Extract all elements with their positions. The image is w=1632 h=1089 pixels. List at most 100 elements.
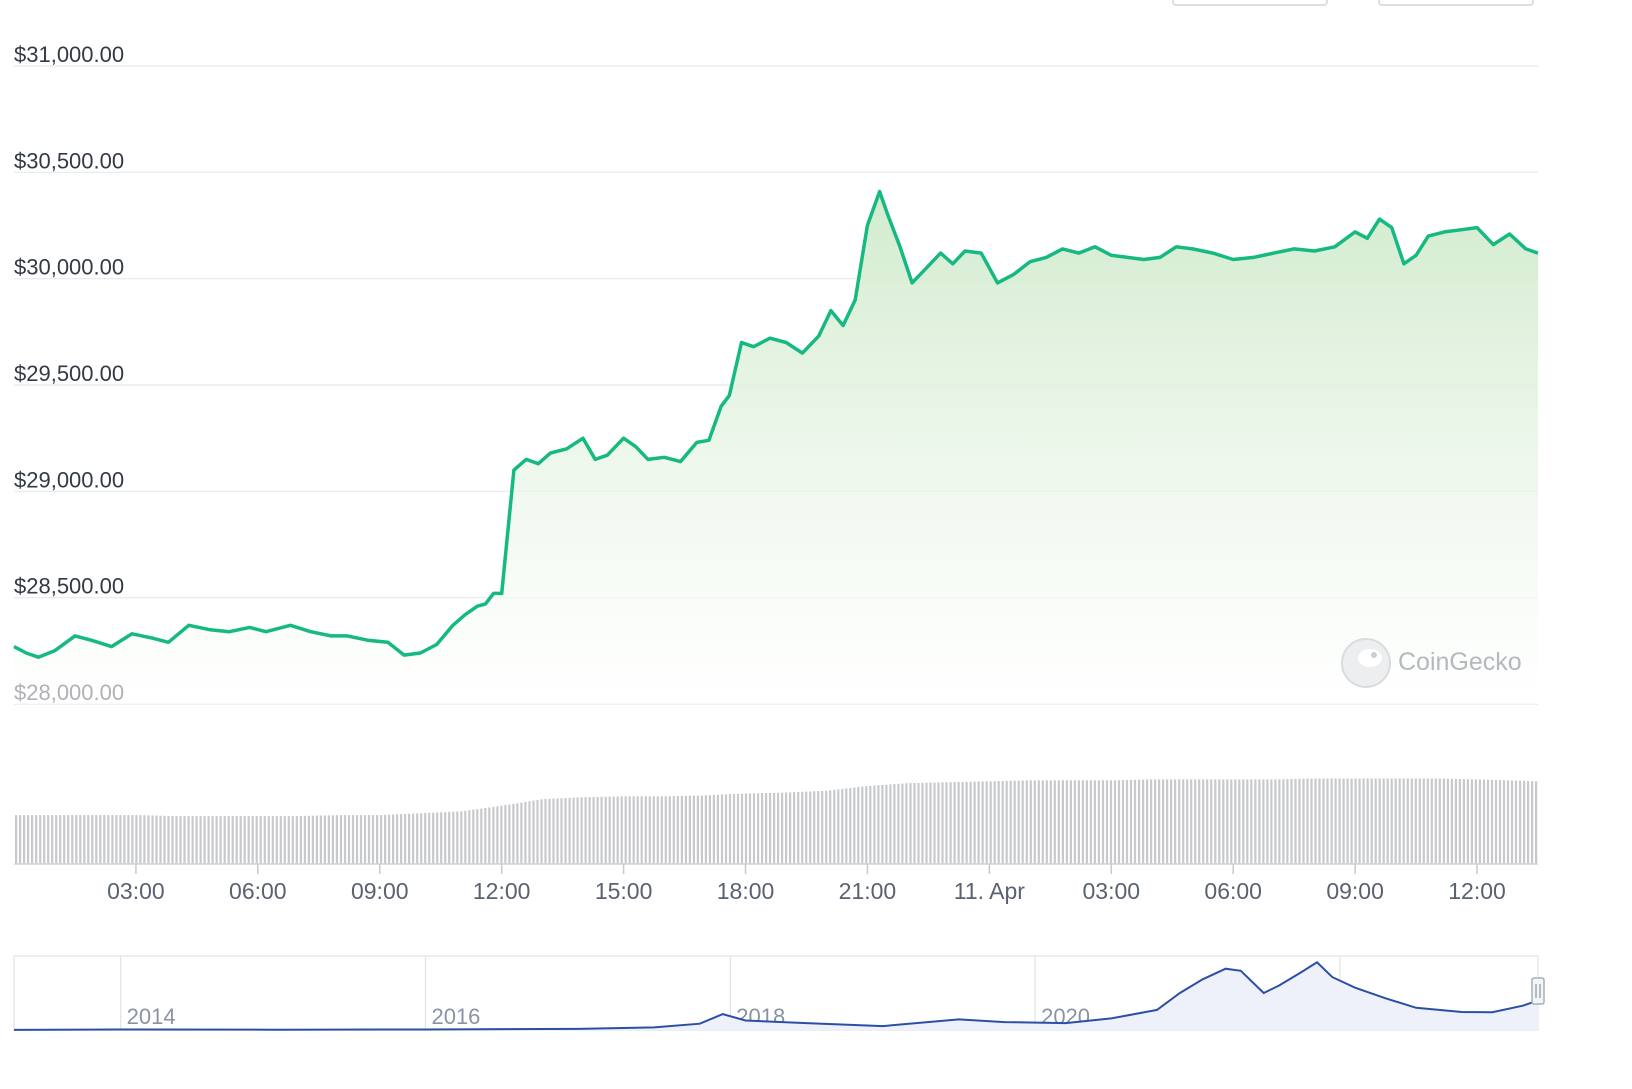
volume-bar (865, 786, 868, 864)
volume-bar (568, 797, 571, 864)
volume-bar (1414, 778, 1417, 864)
volume-bar (1001, 781, 1004, 864)
volume-bar (47, 815, 50, 864)
volume-bar (1146, 779, 1149, 864)
volume-bar (1370, 778, 1373, 864)
x-tick-label: 09:00 (351, 878, 409, 904)
volume-bar (291, 816, 294, 864)
volume-bar (797, 792, 800, 864)
x-tick-label: 15:00 (595, 878, 653, 904)
volume-bar (945, 782, 948, 864)
volume-bar (79, 815, 82, 864)
volume-bar (1470, 779, 1473, 864)
volume-bar (833, 789, 836, 864)
volume-bar (1362, 778, 1365, 864)
volume-bar (1382, 778, 1385, 864)
volume-bar (488, 807, 491, 864)
volume-bar (1154, 779, 1157, 864)
volume-bar (841, 788, 844, 864)
volume-bar (688, 795, 691, 864)
volume-bar (408, 813, 411, 864)
volume-bar (191, 816, 194, 864)
volume-bar (1454, 778, 1457, 864)
volume-bar (380, 815, 383, 864)
volume-bar (436, 812, 439, 864)
volume-bar (1314, 778, 1317, 864)
volume-bar (977, 781, 980, 864)
volume-bar (1326, 778, 1329, 864)
volume-bar (901, 783, 904, 864)
volume-bar (1446, 778, 1449, 864)
volume-bar (1535, 781, 1538, 864)
volume-bar (472, 809, 475, 864)
volume-bar (552, 798, 555, 864)
volume-bar (103, 815, 106, 864)
volume-bar (1390, 778, 1393, 864)
volume-bar (1089, 780, 1092, 864)
volume-bar (1238, 779, 1241, 864)
volume-bar (1402, 778, 1405, 864)
volume-bar (512, 803, 515, 864)
volume-bar (1258, 779, 1261, 864)
volume-bar (696, 795, 699, 864)
volume-bar (307, 815, 310, 864)
toolbar-button-right[interactable] (1378, 0, 1534, 6)
volume-bar (1202, 779, 1205, 864)
volume-bar (937, 782, 940, 864)
volume-bar (115, 815, 118, 864)
volume-bar (829, 790, 832, 864)
volume-bar (1306, 778, 1309, 864)
volume-bar (1334, 778, 1337, 864)
volume-bar (420, 813, 423, 864)
volume-bar (135, 815, 138, 864)
volume-bar (1358, 778, 1361, 864)
volume-bar (817, 791, 820, 864)
volume-bar (1194, 779, 1197, 864)
navigator[interactable]: 20142016201820202022 (13, 955, 1545, 1031)
navigator-area (14, 962, 1538, 1030)
volume-bar (1302, 778, 1305, 864)
volume-bar (740, 793, 744, 864)
volume-bar (1262, 779, 1265, 864)
volume-bar (295, 816, 298, 864)
volume-bar (75, 815, 78, 864)
volume-bar (660, 796, 663, 864)
volume-bar (1426, 778, 1429, 864)
volume-bar (464, 810, 467, 864)
volume-bar (339, 815, 343, 864)
volume-bar (1290, 779, 1293, 864)
volume-bar (267, 816, 270, 864)
volume-bar (544, 799, 547, 864)
volume-bar (311, 815, 314, 864)
volume-bar (384, 814, 387, 864)
volume-bar (1013, 780, 1016, 864)
volume-bar (187, 816, 190, 864)
volume-bar (885, 784, 888, 864)
volume-bar (255, 816, 258, 864)
x-tick-label: 12:00 (473, 878, 531, 904)
volume-bar (572, 797, 575, 864)
volume-bar (275, 816, 278, 864)
volume-bar (536, 799, 539, 864)
volume-bar (612, 796, 615, 864)
volume-bar (1129, 779, 1133, 864)
volume-bar (765, 793, 768, 864)
navigator-handle[interactable] (1531, 977, 1545, 1005)
volume-bar (801, 791, 804, 864)
volume-bar (347, 815, 351, 864)
volume-bar (55, 815, 58, 864)
volume-bar (35, 815, 38, 864)
y-tick-label: $29,500.00 (14, 361, 124, 386)
y-tick-label: $29,000.00 (14, 467, 124, 492)
volume-bar (813, 791, 816, 864)
volume-bar (873, 785, 876, 864)
volume-bar (1462, 779, 1465, 864)
volume-bar (1350, 778, 1353, 864)
toolbar-button-left[interactable] (1172, 0, 1328, 6)
volume-bar (793, 792, 796, 864)
volume-bar (580, 797, 583, 864)
volume-bar (1198, 779, 1201, 864)
volume-bar (1125, 780, 1129, 864)
